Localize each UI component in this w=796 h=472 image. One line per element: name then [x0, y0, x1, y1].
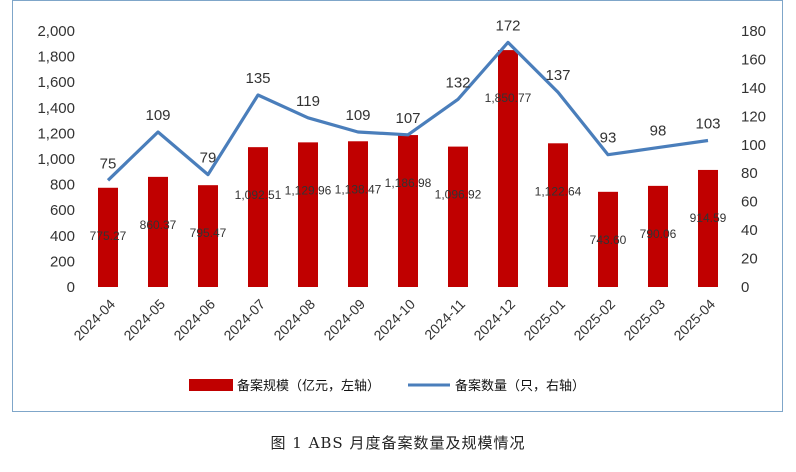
left-axis-tick-label: 1,000 [37, 151, 75, 168]
bar [598, 191, 618, 287]
line-data-label: 98 [650, 123, 667, 140]
x-axis-tick-label: 2024-06 [170, 296, 218, 344]
bar [298, 142, 318, 287]
bar [248, 147, 268, 287]
x-axis-ticks: 2024-04 2024-05 2024-06 2024-07 2024-08 2024-… [70, 296, 718, 344]
right-axis-ticks: 0 20 40 60 80 100 120 140 160 180 [741, 23, 766, 296]
left-axis-tick-label: 600 [50, 202, 75, 219]
left-axis-tick-label: 2,000 [37, 23, 75, 40]
chart-frame: 0 200 400 600 800 1,000 1,200 1,400 1,600 1,800 2,… [12, 0, 783, 412]
bar-data-label: 1,850.77 [485, 91, 532, 105]
right-axis-tick-label: 20 [741, 251, 758, 268]
bar-series [98, 50, 718, 287]
left-axis-tick-label: 800 [50, 177, 75, 194]
x-axis-tick-label: 2024-09 [320, 296, 368, 344]
line-data-labels: 75 109 79 135 119 109 107 132 172 137 93 98 103 [100, 17, 721, 172]
bar [448, 146, 468, 287]
left-axis-tick-label: 1,800 [37, 49, 75, 66]
x-axis-tick-label: 2024-05 [120, 296, 168, 344]
left-axis-tick-label: 1,400 [37, 100, 75, 117]
line-data-label: 109 [145, 107, 170, 124]
left-axis-ticks: 0 200 400 600 800 1,000 1,200 1,400 1,600 1,800 2,… [37, 23, 75, 296]
right-axis-tick-label: 60 [741, 194, 758, 211]
right-axis-tick-label: 100 [741, 137, 766, 154]
legend-swatch-bar [189, 379, 233, 391]
bar [498, 50, 518, 287]
bar-data-label: 1,122.64 [535, 184, 582, 198]
legend: 备案规模（亿元，左轴） 备案数量（只，右轴） [189, 378, 585, 394]
line-data-label: 109 [345, 107, 370, 124]
bar-data-label: 790.06 [640, 227, 677, 241]
left-axis-tick-label: 1,600 [37, 74, 75, 91]
left-axis-tick-label: 400 [50, 228, 75, 245]
line-data-label: 137 [545, 67, 570, 84]
legend-label-line: 备案数量（只，右轴） [455, 378, 585, 394]
right-axis-tick-label: 120 [741, 108, 766, 125]
x-axis-tick-label: 2024-11 [421, 296, 468, 343]
bar [148, 176, 168, 287]
left-axis-tick-label: 1,200 [37, 125, 75, 142]
line-data-label: 119 [296, 93, 320, 110]
bar-data-label: 1,092.51 [235, 188, 282, 202]
line-data-label: 93 [600, 130, 617, 147]
left-axis-tick-label: 0 [67, 279, 75, 296]
x-axis-tick-label: 2025-01 [520, 296, 568, 344]
right-axis-tick-label: 140 [741, 80, 766, 97]
bar-data-label: 775.27 [90, 229, 127, 243]
x-axis-tick-label: 2025-04 [670, 296, 718, 344]
bar-data-label: 1,096.92 [435, 188, 482, 202]
line-path [106, 40, 709, 182]
bar-data-label: 1,129.96 [285, 183, 332, 197]
x-axis-tick-label: 2024-10 [370, 296, 418, 344]
bar-data-label: 860.37 [140, 218, 177, 232]
line-data-label: 79 [200, 150, 217, 167]
right-axis-tick-label: 0 [741, 279, 749, 296]
line-data-label: 75 [100, 155, 117, 172]
line-data-label: 132 [445, 74, 470, 91]
bar-data-label: 914.59 [690, 211, 727, 225]
line-data-label: 103 [695, 116, 720, 133]
bar [198, 185, 218, 287]
bar-data-labels: 775.27 860.37 795.47 1,092.51 1,129.96 1,138.… [90, 91, 727, 247]
x-axis-tick-label: 2024-04 [70, 296, 118, 344]
line-series [106, 40, 709, 182]
right-axis-tick-label: 180 [741, 23, 766, 40]
bar [348, 141, 368, 287]
bar [648, 185, 668, 287]
bar [548, 143, 568, 287]
right-axis-tick-label: 160 [741, 51, 766, 68]
x-axis-tick-label: 2024-12 [470, 296, 518, 344]
bar [698, 169, 718, 287]
x-axis-tick-label: 2024-07 [220, 296, 268, 344]
line-data-label: 135 [245, 70, 270, 87]
figure-caption: 图 1 ABS 月度备案数量及规模情况 [270, 434, 526, 452]
bar-data-label: 795.47 [190, 226, 227, 240]
x-axis-tick-label: 2025-02 [570, 296, 618, 344]
left-axis-tick-label: 200 [50, 253, 75, 270]
right-axis-tick-label: 80 [741, 165, 758, 182]
x-axis-tick-label: 2024-08 [270, 296, 318, 344]
right-axis-tick-label: 40 [741, 222, 758, 239]
line-data-label: 107 [395, 110, 420, 127]
bar-data-label: 743.60 [590, 233, 627, 247]
bar-data-label: 1,138.47 [335, 182, 382, 196]
bar [398, 135, 418, 287]
bar-data-label: 1,186.98 [385, 176, 432, 190]
legend-label-bar: 备案规模（亿元，左轴） [237, 378, 380, 394]
abs-combo-chart: 02004006008001,0001,2001,4001,6001,8002,… [37, 17, 766, 394]
line-data-label: 172 [495, 17, 520, 34]
x-axis-tick-label: 2025-03 [620, 296, 668, 344]
bar [98, 187, 118, 287]
